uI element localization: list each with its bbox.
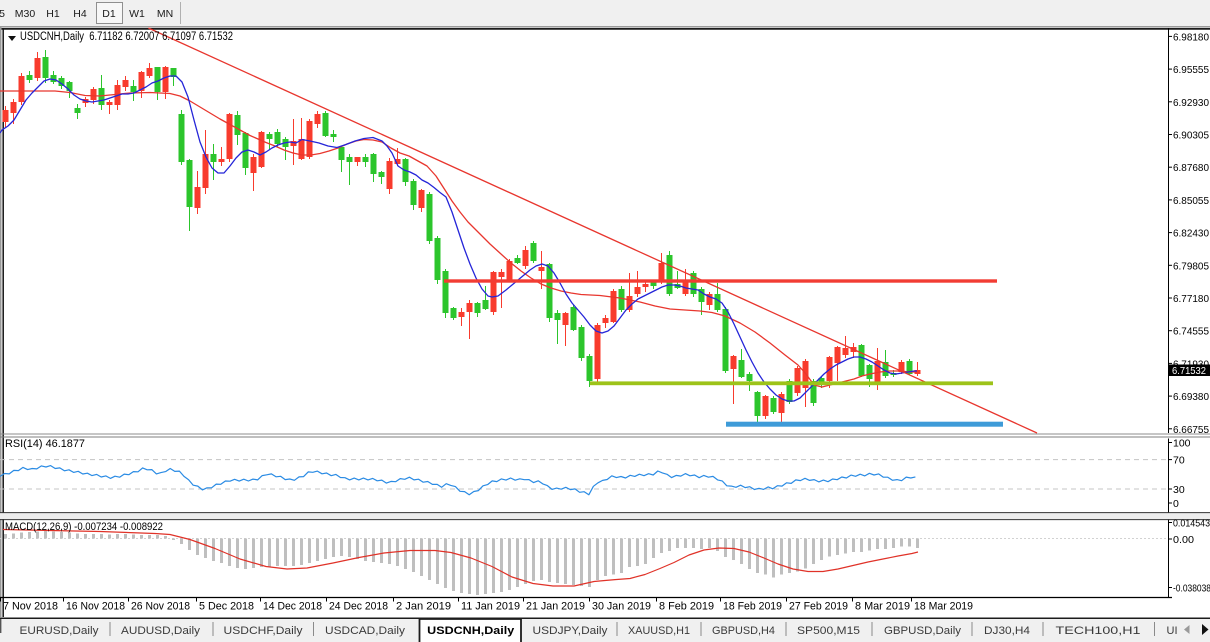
svg-text:USDJPY,Daily: USDJPY,Daily <box>533 625 609 637</box>
svg-text:USDCNH,Daily: USDCNH,Daily <box>427 625 515 637</box>
svg-text:TECH100,H1: TECH100,H1 <box>1056 625 1141 637</box>
svg-text:6.69380: 6.69380 <box>1173 391 1209 403</box>
svg-text:DJ30,H4: DJ30,H4 <box>984 625 1030 637</box>
svg-text:26 Nov 2018: 26 Nov 2018 <box>131 601 190 613</box>
svg-text:0.00: 0.00 <box>1173 534 1194 546</box>
svg-text:USDCAD,Daily: USDCAD,Daily <box>325 625 406 637</box>
svg-text:21 Jan 2019: 21 Jan 2019 <box>526 601 585 613</box>
svg-text:GBPUSD,H4: GBPUSD,H4 <box>712 625 775 637</box>
svg-text:8 Feb 2019: 8 Feb 2019 <box>659 601 714 613</box>
svg-text:6.90305: 6.90305 <box>1173 130 1209 142</box>
svg-text:11 Jan 2019: 11 Jan 2019 <box>461 601 520 613</box>
svg-text:6.98180: 6.98180 <box>1173 31 1209 43</box>
svg-text:0.014543: 0.014543 <box>1173 518 1210 530</box>
svg-text:6.82430: 6.82430 <box>1173 228 1209 240</box>
svg-text:2 Jan 2019: 2 Jan 2019 <box>396 601 451 613</box>
svg-text:27 Feb 2019: 27 Feb 2019 <box>789 601 848 613</box>
svg-text:W1: W1 <box>129 8 145 20</box>
svg-text:6.92930: 6.92930 <box>1173 97 1209 109</box>
svg-text:GBPUSD,Daily: GBPUSD,Daily <box>884 625 962 637</box>
svg-text:M30: M30 <box>15 8 36 20</box>
svg-text:6.77180: 6.77180 <box>1173 293 1209 305</box>
svg-text:18 Mar 2019: 18 Mar 2019 <box>914 601 973 613</box>
svg-text:6.79805: 6.79805 <box>1173 260 1209 272</box>
svg-text:8 Mar 2019: 8 Mar 2019 <box>855 601 910 613</box>
svg-text:EURUSD,Daily: EURUSD,Daily <box>20 625 100 637</box>
svg-text:XAUUSD,H1: XAUUSD,H1 <box>628 625 690 637</box>
svg-text:70: 70 <box>1173 455 1185 467</box>
svg-text:MACD(12,26,9) -0.007234 -0.008: MACD(12,26,9) -0.007234 -0.008922 <box>5 521 163 533</box>
svg-text:30: 30 <box>1173 484 1185 496</box>
svg-text:UI: UI <box>1167 625 1178 637</box>
svg-text:D1: D1 <box>102 8 116 20</box>
svg-text:USDCHF,Daily: USDCHF,Daily <box>224 625 304 637</box>
svg-text:6.66755: 6.66755 <box>1173 424 1209 436</box>
svg-text:0: 0 <box>1173 498 1179 510</box>
svg-text:RSI(14) 46.1877: RSI(14) 46.1877 <box>5 438 85 450</box>
svg-text:16 Nov 2018: 16 Nov 2018 <box>66 601 125 613</box>
svg-text:SP500,M15: SP500,M15 <box>797 625 860 637</box>
svg-text:USDCNH,Daily 6.71182 6.72007: USDCNH,Daily 6.71182 6.72007 6.71097 6.7… <box>20 31 233 43</box>
svg-text:AUDUSD,Daily: AUDUSD,Daily <box>121 625 201 637</box>
svg-text:-0.038038: -0.038038 <box>1173 583 1210 595</box>
svg-text:6.71532: 6.71532 <box>1172 365 1206 377</box>
svg-text:H4: H4 <box>73 8 87 20</box>
svg-text:H1: H1 <box>46 8 60 20</box>
svg-text:7 Nov 2018: 7 Nov 2018 <box>3 601 58 613</box>
svg-text:6.87680: 6.87680 <box>1173 162 1209 174</box>
svg-text:5: 5 <box>0 8 5 20</box>
svg-text:24 Dec 2018: 24 Dec 2018 <box>329 601 388 613</box>
svg-text:6.95555: 6.95555 <box>1173 64 1209 76</box>
svg-text:6.85055: 6.85055 <box>1173 195 1209 207</box>
svg-text:MN: MN <box>157 8 173 20</box>
svg-text:100: 100 <box>1173 438 1191 450</box>
svg-text:5 Dec 2018: 5 Dec 2018 <box>199 601 254 613</box>
svg-text:14 Dec 2018: 14 Dec 2018 <box>263 601 322 613</box>
svg-text:6.74555: 6.74555 <box>1173 326 1209 338</box>
svg-text:18 Feb 2019: 18 Feb 2019 <box>723 601 782 613</box>
svg-text:30 Jan 2019: 30 Jan 2019 <box>592 601 651 613</box>
